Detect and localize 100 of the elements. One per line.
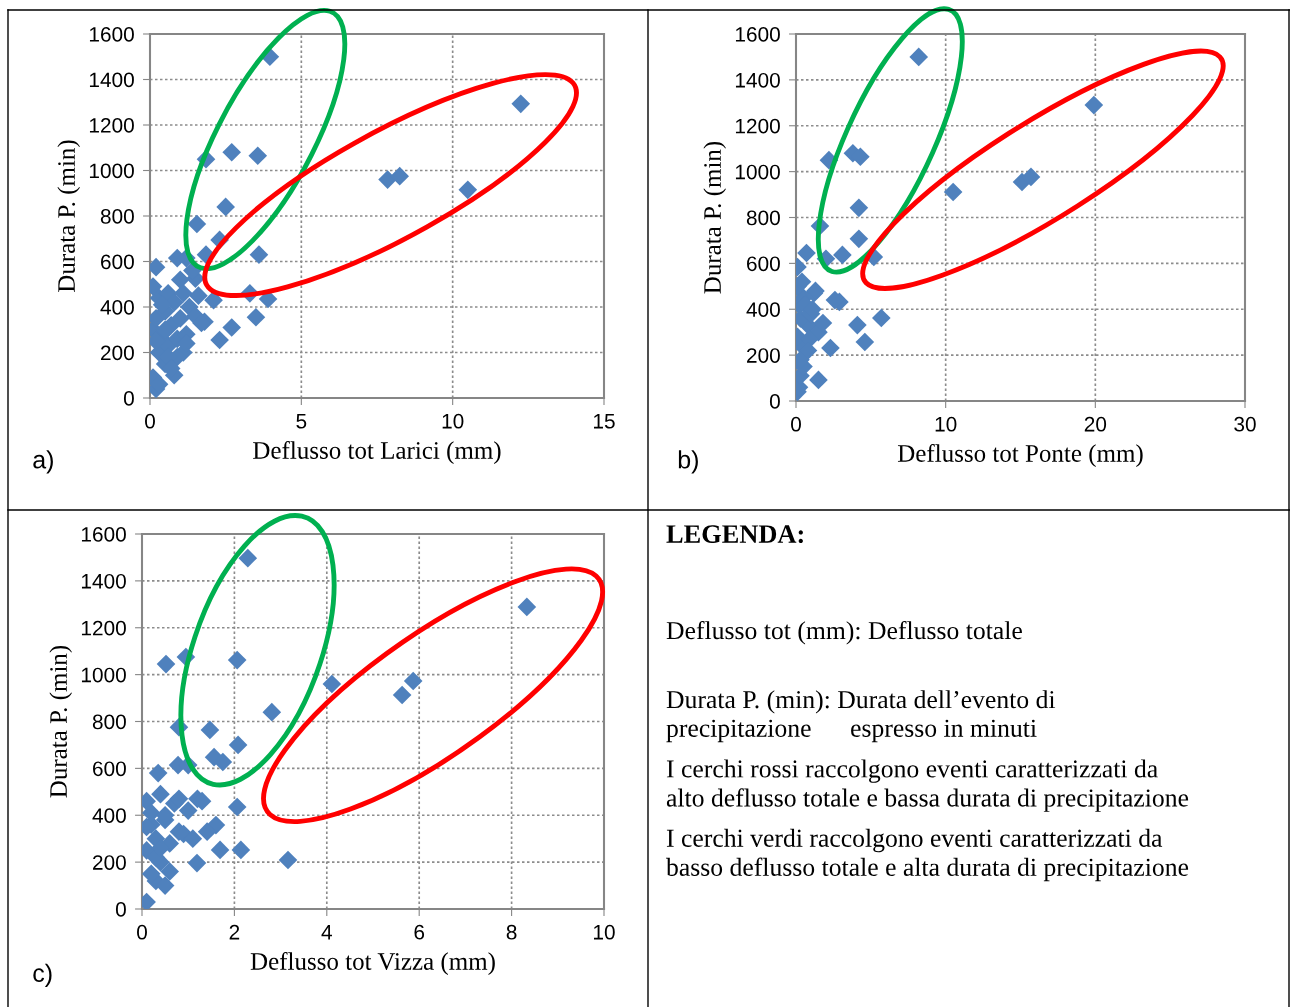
point bbox=[228, 735, 248, 755]
point bbox=[322, 674, 342, 694]
point bbox=[189, 286, 208, 305]
y-tick-label: 1600 bbox=[81, 527, 126, 542]
point bbox=[390, 166, 410, 186]
y-tick-label: 1400 bbox=[81, 573, 126, 589]
y-tick-label: 1200 bbox=[81, 620, 126, 636]
point bbox=[169, 789, 189, 809]
x-tick-label: 15 bbox=[594, 414, 615, 429]
y-tick-label: 800 bbox=[746, 210, 780, 226]
x-axis-title: Deflusso tot Ponte (mm) bbox=[897, 444, 1143, 467]
point bbox=[1084, 95, 1104, 115]
point bbox=[833, 245, 852, 265]
point bbox=[227, 797, 247, 817]
y-tick-label: 600 bbox=[93, 761, 126, 777]
y-axis-title: Durata P. (min) bbox=[49, 645, 73, 798]
text: Durata P. (min): Durata dell’evento di precipitazione espresso in minuti bbox=[666, 690, 1056, 743]
y-tick-label: 1600 bbox=[735, 27, 780, 42]
point bbox=[909, 47, 929, 67]
x-tick-label: 8 bbox=[506, 924, 517, 940]
y-tick-label: 0 bbox=[123, 391, 134, 406]
y-tick-label: 1400 bbox=[89, 72, 134, 88]
y-tick-label: 400 bbox=[92, 808, 126, 823]
x-axis-title: Deflusso tot Larici (mm) bbox=[253, 441, 501, 464]
point bbox=[517, 597, 537, 617]
point bbox=[809, 370, 828, 390]
y-tick-label: 0 bbox=[769, 394, 780, 409]
x-tick-label: 10 bbox=[594, 924, 615, 940]
point bbox=[204, 290, 223, 310]
y-tick-label: 800 bbox=[100, 209, 134, 224]
x-tick-label: 0 bbox=[145, 413, 155, 429]
y-tick-label: 600 bbox=[101, 254, 134, 270]
point bbox=[187, 853, 207, 873]
y-tick-label: 1200 bbox=[89, 118, 134, 133]
text: b) bbox=[678, 450, 698, 474]
point bbox=[170, 309, 190, 328]
point bbox=[246, 307, 266, 327]
point bbox=[170, 270, 190, 290]
point bbox=[849, 198, 869, 218]
x-tick-label: 20 bbox=[1084, 416, 1107, 432]
point bbox=[262, 702, 282, 722]
point bbox=[511, 94, 531, 114]
y-tick-label: 800 bbox=[92, 714, 126, 730]
x-tick-label: 10 bbox=[442, 413, 464, 429]
y-tick-label: 600 bbox=[747, 256, 780, 272]
point bbox=[222, 318, 242, 337]
text: I cerchi verdi raccolgono eventi caratterizzati da basso deflusso totale e alta durata di precipitazione bbox=[666, 828, 1189, 882]
point bbox=[403, 671, 423, 691]
point bbox=[855, 332, 875, 352]
x-tick-label: 30 bbox=[1234, 416, 1256, 432]
point bbox=[821, 338, 840, 358]
point bbox=[278, 850, 298, 870]
y-axis-title: Durata P. (min) bbox=[57, 140, 81, 292]
point bbox=[851, 147, 870, 167]
point bbox=[222, 142, 242, 162]
point bbox=[1021, 167, 1041, 187]
y-tick-label: 1600 bbox=[89, 27, 134, 42]
y-axis-title: Durata P. (min) bbox=[703, 141, 727, 294]
point bbox=[458, 180, 478, 200]
point bbox=[155, 876, 175, 895]
x-tick-label: 4 bbox=[321, 925, 332, 940]
point bbox=[849, 229, 869, 249]
point bbox=[160, 862, 180, 881]
point bbox=[797, 243, 816, 263]
point bbox=[178, 801, 198, 820]
point bbox=[871, 308, 891, 328]
x-axis-title: Deflusso tot Vizza (mm) bbox=[250, 952, 495, 975]
point bbox=[392, 685, 412, 705]
point bbox=[151, 838, 170, 858]
point bbox=[151, 784, 170, 804]
y-tick-label: 200 bbox=[93, 855, 126, 870]
point bbox=[210, 840, 230, 860]
x-tick-label: 2 bbox=[229, 924, 240, 940]
text: I cerchi rossi raccolgono eventi caratterizzati da alto deflusso totale e bassa durata di precipitazione bbox=[666, 759, 1189, 812]
point bbox=[943, 182, 963, 202]
point bbox=[210, 330, 229, 350]
y-tick-label: 1200 bbox=[735, 118, 780, 134]
point bbox=[813, 313, 833, 333]
x-tick-label: 5 bbox=[296, 414, 307, 429]
y-tick-label: 200 bbox=[101, 345, 134, 361]
point bbox=[231, 840, 251, 860]
point bbox=[148, 763, 168, 783]
x-tick-label: 0 bbox=[137, 924, 147, 940]
point bbox=[848, 315, 867, 335]
y-tick-label: 1000 bbox=[89, 163, 134, 179]
point bbox=[187, 214, 207, 234]
point bbox=[248, 146, 268, 166]
point bbox=[156, 654, 176, 674]
text: c) bbox=[33, 963, 52, 987]
y-tick-label: 400 bbox=[746, 302, 780, 317]
point bbox=[173, 284, 193, 303]
y-tick-label: 1000 bbox=[81, 667, 126, 683]
point bbox=[197, 822, 217, 841]
text: Deflusso tot (mm): Deflusso totale bbox=[666, 620, 1022, 645]
point bbox=[378, 170, 397, 189]
point bbox=[238, 548, 258, 568]
x-tick-label: 6 bbox=[414, 924, 425, 940]
point bbox=[213, 752, 233, 772]
x-tick-label: 10 bbox=[935, 416, 957, 432]
point bbox=[216, 197, 235, 217]
